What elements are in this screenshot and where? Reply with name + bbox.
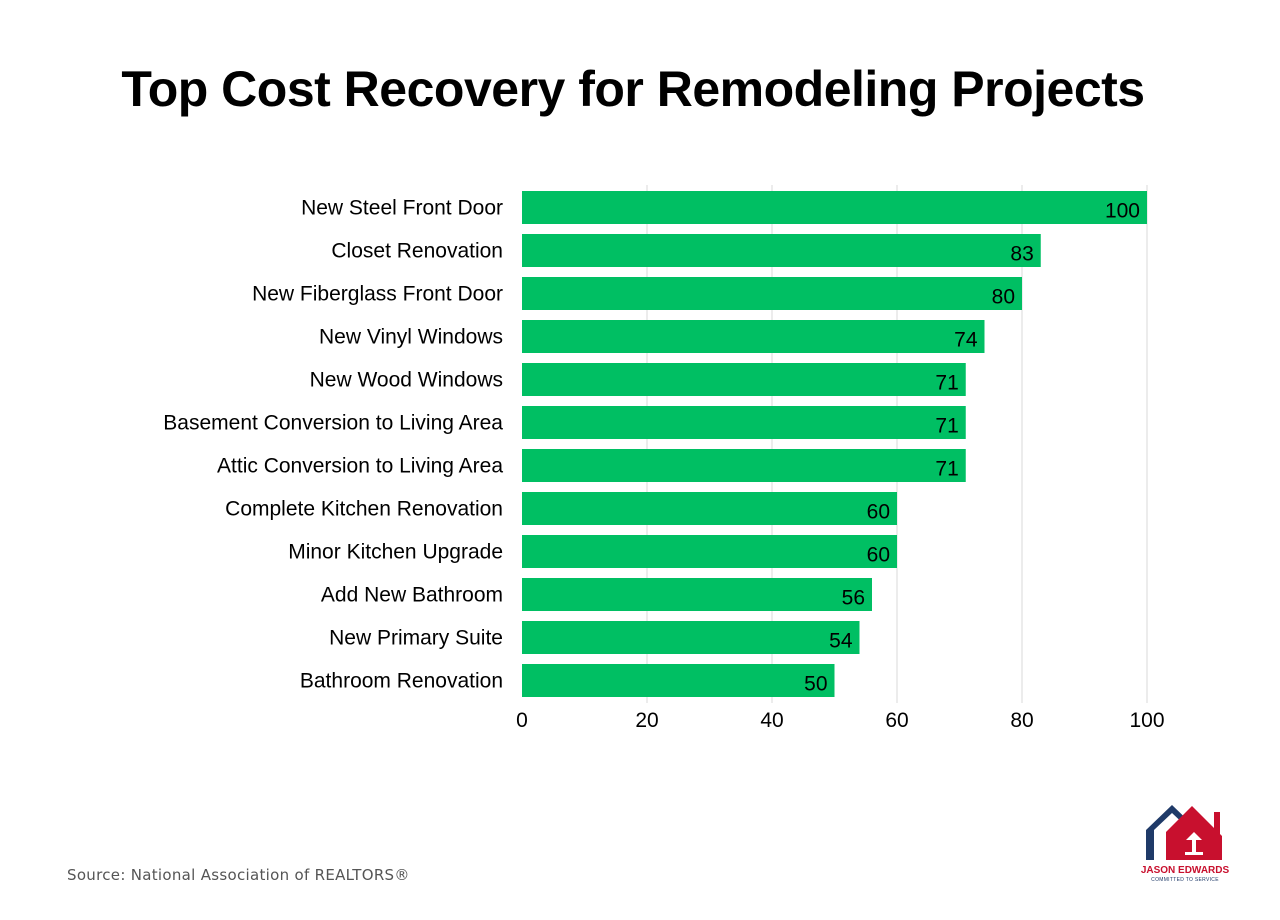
source-note: Source: National Association of REALTORS… [67, 866, 410, 884]
category-labels: New Steel Front Door Closet Renovation New… [163, 197, 503, 693]
bar [522, 621, 860, 654]
bar [522, 234, 1041, 267]
value-label: 50 [804, 673, 827, 696]
bar [522, 664, 835, 697]
value-label: 54 [829, 630, 853, 653]
bar [522, 191, 1147, 224]
value-label: 100 [1105, 200, 1140, 223]
bar [522, 277, 1022, 310]
value-label: 74 [954, 329, 978, 352]
value-label: 60 [867, 501, 890, 524]
logo-name: JASON EDWARDS [1140, 865, 1230, 876]
category-label: Add New Bathroom [321, 584, 503, 607]
value-label: 80 [992, 286, 1015, 309]
category-label: Bathroom Renovation [300, 670, 503, 693]
value-label: 71 [935, 372, 958, 395]
logo-tagline: COMMITTED TO SERVICE [1151, 877, 1219, 883]
category-label: New Vinyl Windows [319, 326, 503, 349]
bar [522, 449, 966, 482]
category-label: Minor Kitchen Upgrade [288, 541, 503, 564]
category-label: Complete Kitchen Renovation [225, 498, 503, 521]
bar [522, 578, 872, 611]
category-label: Basement Conversion to Living Area [163, 412, 503, 435]
bar [522, 406, 966, 439]
gridlines [646, 185, 1148, 703]
x-tick-label: 80 [1010, 709, 1033, 732]
x-axis-ticks: 0 20 40 60 80 100 [516, 709, 1164, 732]
category-label: Attic Conversion to Living Area [217, 455, 503, 478]
bar [522, 320, 985, 353]
value-label: 60 [867, 544, 890, 567]
bar [522, 492, 897, 525]
bar-chart: New Steel Front Door Closet Renovation New… [163, 185, 1165, 732]
category-label: New Fiberglass Front Door [252, 283, 503, 306]
value-label: 83 [1010, 243, 1033, 266]
x-tick-label: 20 [635, 709, 658, 732]
x-tick-label: 0 [516, 709, 528, 732]
bars [522, 191, 1147, 697]
chart-title: Top Cost Recovery for Remodeling Project… [121, 61, 1145, 117]
value-label: 56 [842, 587, 865, 610]
value-label: 71 [935, 458, 958, 481]
x-tick-label: 40 [760, 709, 783, 732]
value-label: 71 [935, 415, 958, 438]
bar [522, 535, 897, 568]
category-label: New Primary Suite [329, 627, 503, 650]
category-label: New Wood Windows [310, 369, 503, 392]
x-tick-label: 100 [1129, 709, 1164, 732]
house-logo-icon [1146, 805, 1222, 860]
bar [522, 363, 966, 396]
x-tick-label: 60 [885, 709, 908, 732]
category-label: New Steel Front Door [301, 197, 503, 220]
category-label: Closet Renovation [331, 240, 503, 263]
